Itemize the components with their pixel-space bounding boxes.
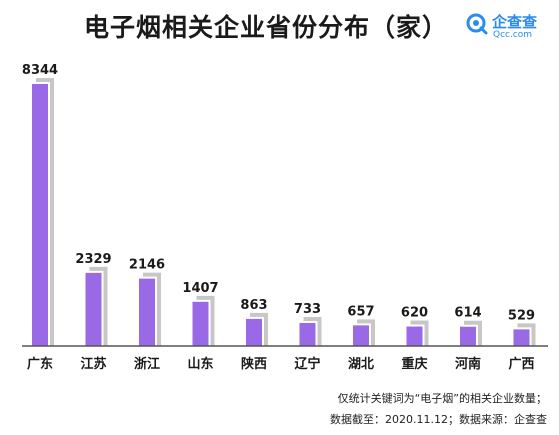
bar-shadow	[196, 295, 215, 346]
value-label: 733	[294, 302, 321, 317]
bar-重庆	[406, 326, 423, 346]
bar-shadow	[250, 312, 268, 346]
bar-shadow	[143, 272, 161, 346]
bar-江苏	[85, 272, 102, 346]
category-label: 广东	[27, 356, 53, 372]
category-label: 湖北	[348, 357, 374, 372]
bar-河南	[460, 326, 476, 346]
bar-shadow	[89, 266, 108, 346]
category-label: 山东	[187, 356, 213, 372]
category-label: 广西	[508, 356, 534, 372]
logo-name: 企查查	[492, 13, 538, 31]
bar-陕西	[246, 318, 262, 346]
bar-山东	[192, 301, 209, 346]
value-label: 614	[454, 306, 481, 321]
bar-shadow	[357, 319, 375, 346]
bar-广西	[513, 329, 530, 346]
bar-shadow	[464, 320, 482, 346]
value-label: 2146	[129, 258, 165, 273]
category-label: 河南	[455, 356, 481, 372]
qcc-logo: 企查查 Qcc.com	[465, 10, 557, 46]
category-label: 陕西	[241, 356, 267, 372]
value-label: 1407	[182, 281, 218, 296]
bar-广东	[32, 84, 48, 346]
bar-shadow	[36, 78, 54, 346]
footnote-scope: 仅统计关键词为“电子烟”的相关企业数量；	[337, 392, 547, 405]
bar-浙江	[139, 278, 155, 346]
value-label: 657	[347, 304, 374, 319]
logo-domain: Qcc.com	[493, 30, 533, 40]
category-label: 浙江	[134, 356, 160, 372]
footnote-source: 数据截至：2020.11.12；数据来源：企查查	[330, 413, 547, 426]
bar-shadow	[517, 323, 536, 346]
bar-shadow	[303, 316, 322, 346]
value-label: 863	[240, 298, 267, 313]
value-label: 620	[401, 306, 428, 321]
category-label: 重庆	[401, 356, 427, 372]
magnifier-logo-icon	[466, 13, 488, 35]
category-label: 辽宁	[294, 356, 320, 372]
bar-辽宁	[299, 322, 316, 346]
bar-湖北	[353, 325, 369, 346]
value-label: 529	[508, 308, 535, 323]
value-label: 8344	[22, 63, 58, 78]
value-label: 2329	[75, 252, 111, 267]
category-label: 江苏	[80, 356, 106, 372]
bar-shadow	[410, 320, 429, 346]
chart-title: 电子烟相关企业省份分布（家）	[84, 13, 449, 42]
